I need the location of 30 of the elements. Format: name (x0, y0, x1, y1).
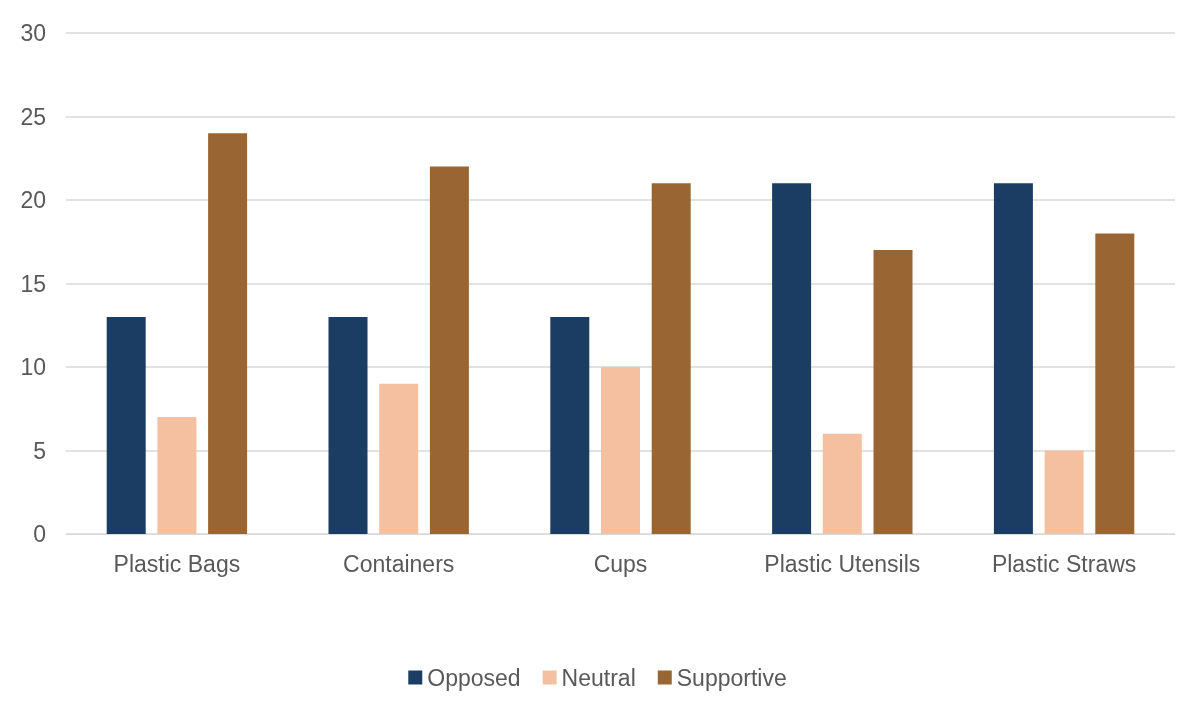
y-tick-label: 0 (33, 521, 46, 547)
bar (550, 316, 590, 534)
bar (822, 433, 862, 534)
x-tick-label: Plastic Bags (113, 550, 241, 577)
bar (651, 183, 691, 534)
bar (429, 166, 469, 534)
legend-label: Neutral (561, 664, 636, 691)
bar (379, 383, 419, 534)
bar (328, 316, 368, 534)
bar (993, 183, 1033, 534)
y-tick-label: 5 (33, 437, 46, 464)
x-tick-label: Containers (343, 550, 455, 577)
bar (772, 183, 812, 534)
bar (1095, 233, 1135, 534)
legend-label: Supportive (676, 664, 787, 691)
y-tick-label: 20 (20, 187, 46, 213)
bar (106, 316, 146, 534)
bar (1044, 450, 1084, 534)
x-tick-label: Plastic Utensils (764, 550, 921, 577)
x-tick-label: Plastic Straws (991, 550, 1137, 577)
y-tick-label: 30 (20, 20, 46, 46)
bar (601, 367, 640, 534)
bar (157, 417, 197, 534)
legend-label: Opposed (427, 664, 521, 691)
y-tick-label: 25 (20, 103, 46, 130)
bar (873, 250, 913, 534)
x-tick-label: Cups (593, 550, 648, 577)
bar (208, 133, 248, 534)
y-tick-label: 10 (20, 354, 46, 380)
y-tick-label: 15 (20, 270, 46, 297)
